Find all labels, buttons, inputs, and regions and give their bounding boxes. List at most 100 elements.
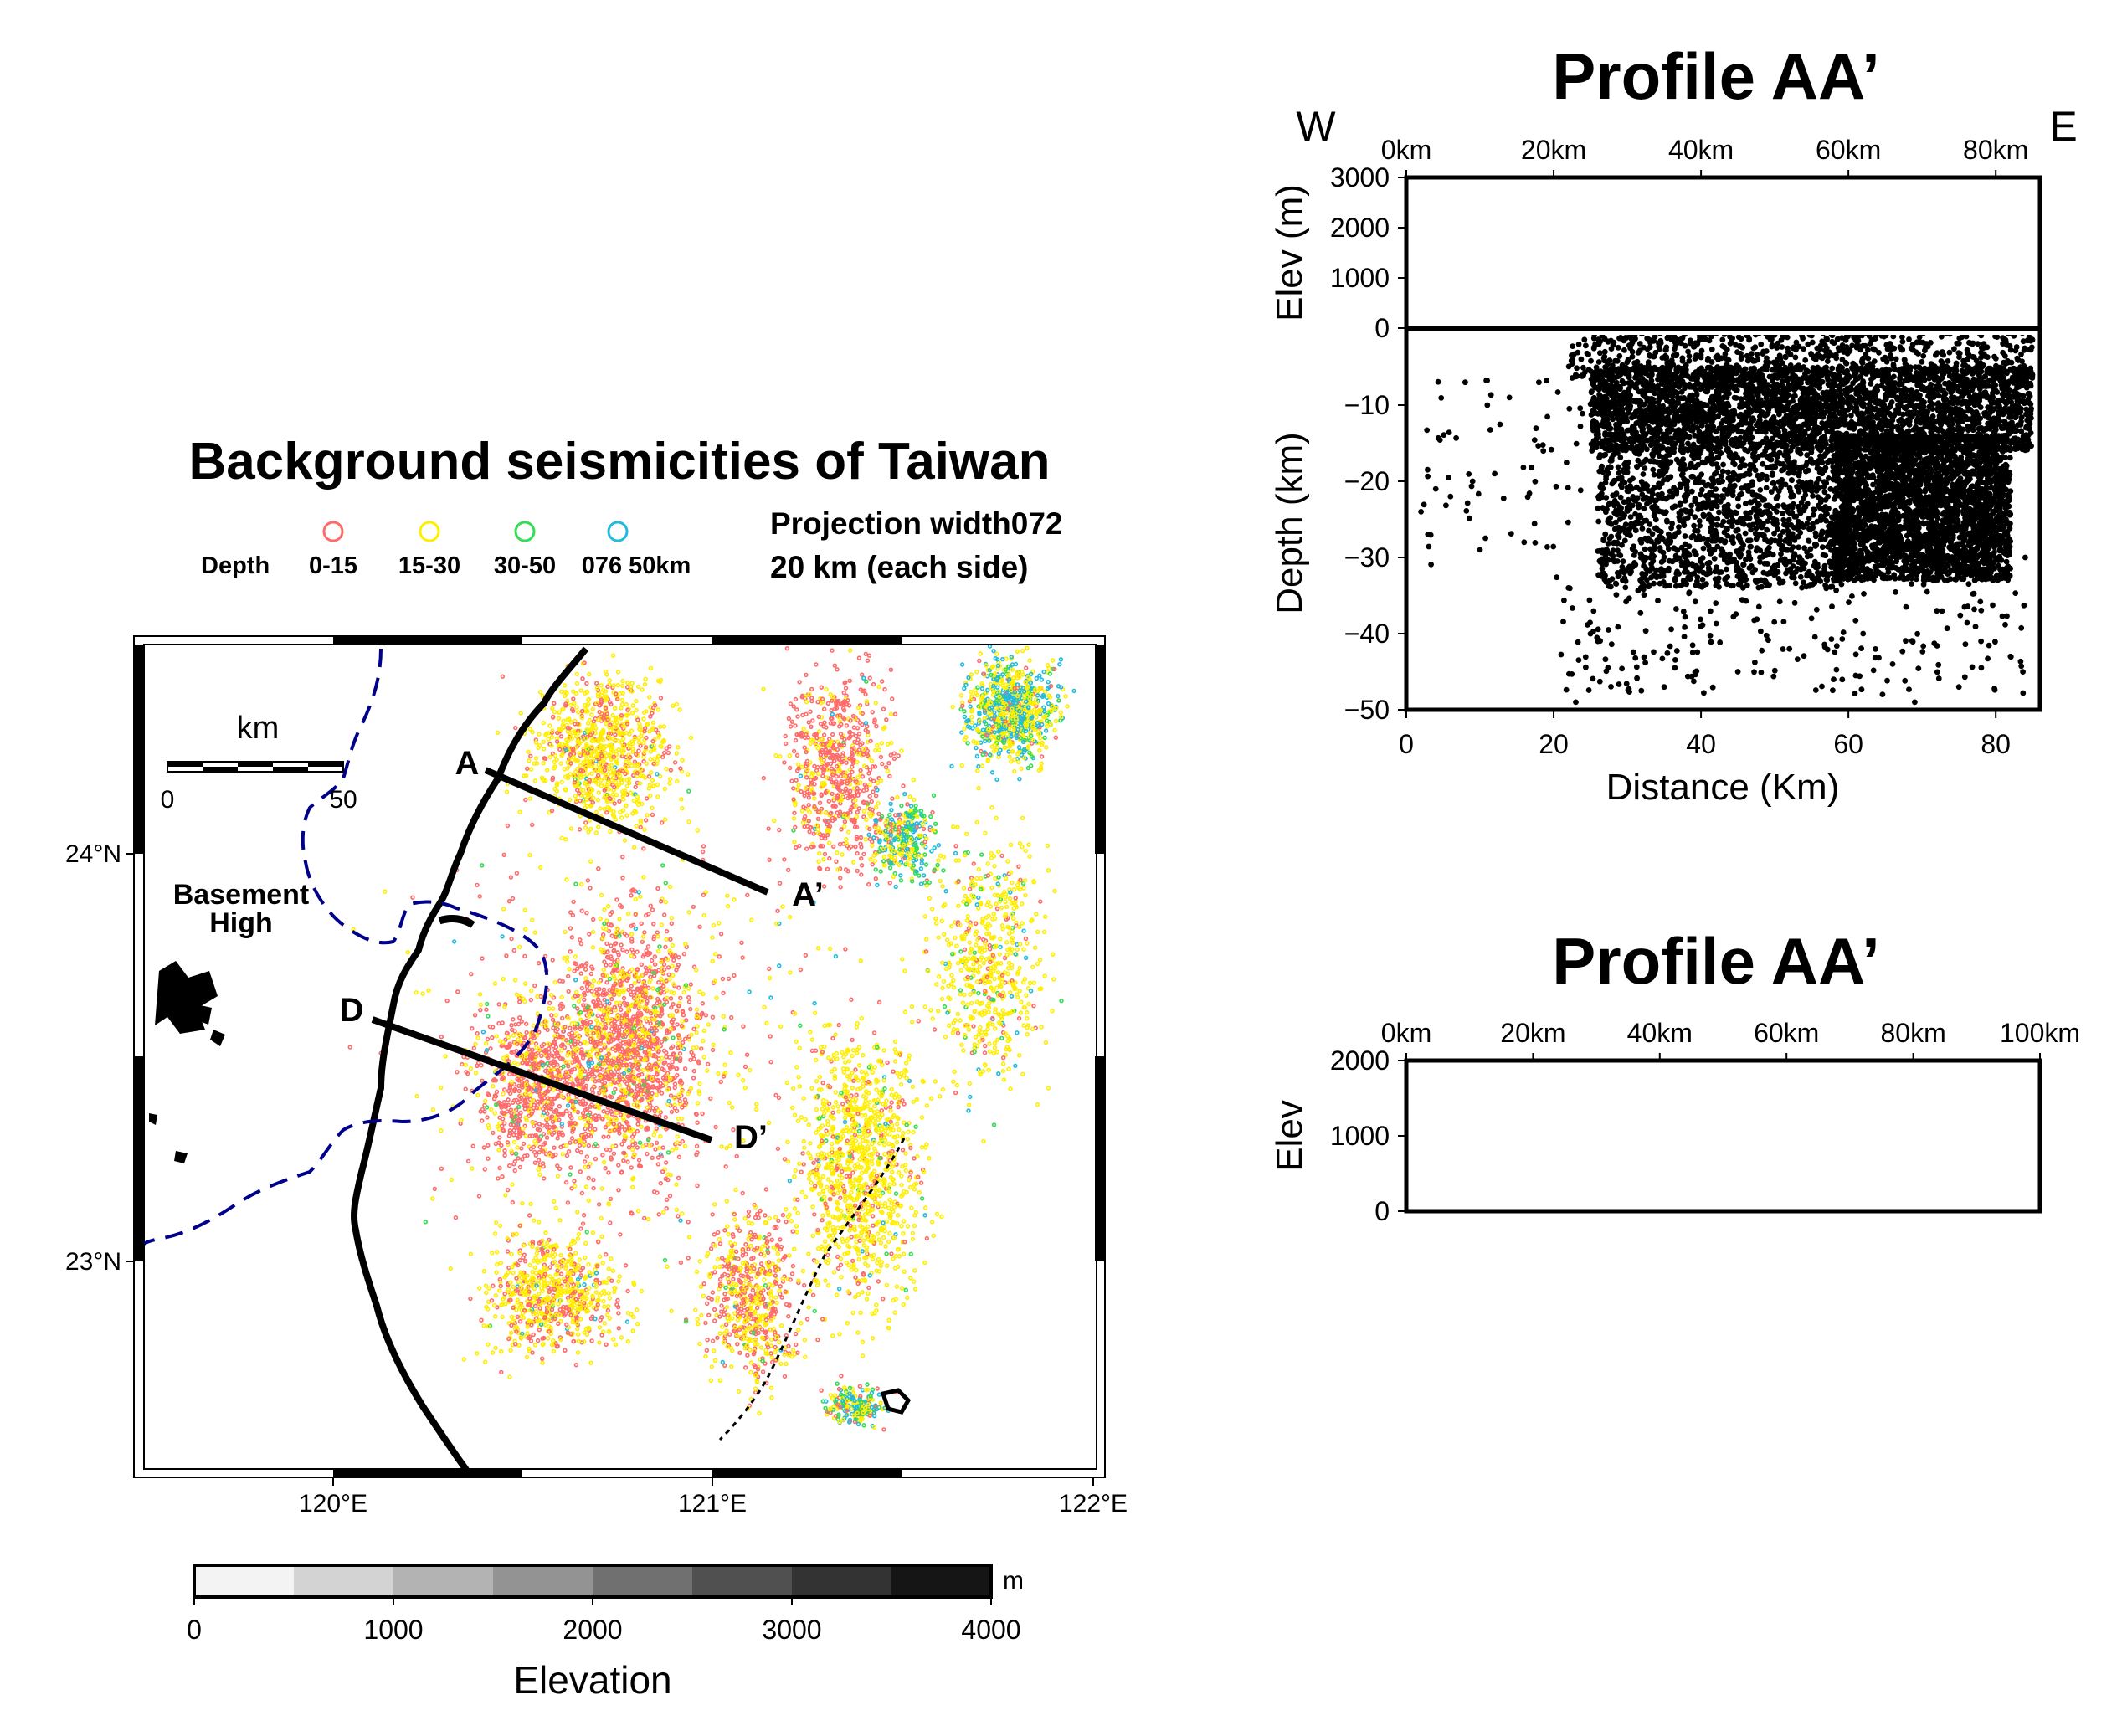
quake-point — [570, 912, 576, 918]
quake-point — [602, 997, 607, 1003]
quake-point — [664, 1127, 669, 1132]
quake-point — [691, 1056, 696, 1061]
quake-point — [601, 967, 606, 973]
quake-point — [665, 965, 671, 970]
quake-point — [721, 990, 726, 996]
quake-point — [661, 1048, 667, 1054]
quake-point — [661, 967, 667, 973]
quake-point — [604, 941, 609, 947]
quake-point — [701, 1028, 707, 1034]
quake-point — [651, 1017, 657, 1022]
quake-point — [672, 1081, 678, 1086]
legend-circle-0-15 — [322, 521, 344, 542]
quake-point — [581, 1142, 587, 1148]
quake-point — [604, 963, 609, 968]
quake-point — [600, 1035, 606, 1040]
quake-point — [650, 1046, 655, 1051]
quake-point — [631, 1036, 636, 1042]
quake-point — [670, 942, 676, 948]
quake-point — [696, 1061, 701, 1066]
quake-point — [631, 1049, 636, 1054]
quake-point — [592, 1084, 597, 1090]
quake-point — [670, 1064, 675, 1070]
quake-point — [644, 948, 649, 953]
quake-point — [569, 935, 575, 940]
quake-point — [649, 958, 655, 963]
quake-point — [635, 1128, 640, 1134]
quake-point — [601, 1009, 606, 1014]
quake-point — [696, 1089, 701, 1094]
quake-point — [659, 1091, 665, 1096]
quake-point — [575, 1006, 580, 1011]
quake-point — [635, 1086, 640, 1091]
quake-point — [572, 961, 578, 966]
quake-point — [624, 1119, 629, 1125]
quake-point — [611, 1037, 616, 1042]
quake-point — [656, 1088, 662, 1094]
quake-point — [663, 1160, 669, 1165]
quake-point — [645, 999, 650, 1004]
quake-point — [645, 985, 651, 990]
quake-point — [648, 1020, 653, 1026]
quake-point — [591, 1177, 596, 1183]
quake-point — [652, 962, 658, 967]
quake-point — [718, 1079, 723, 1085]
quake-point — [601, 1134, 606, 1139]
quake-point — [591, 978, 596, 984]
quake-point — [608, 1196, 614, 1202]
quake-point — [655, 934, 660, 939]
quake-point — [588, 1161, 593, 1167]
quake-point — [669, 1005, 674, 1010]
quake-point — [604, 1032, 609, 1038]
quake-point — [578, 941, 584, 947]
quake-point — [636, 1117, 641, 1122]
quake-point — [650, 986, 655, 991]
quake-point — [566, 1063, 571, 1069]
quake-point — [599, 1186, 604, 1191]
quake-point — [644, 968, 650, 974]
quake-point — [593, 1156, 599, 1162]
quake-point — [686, 999, 692, 1004]
quake-point — [691, 1052, 696, 1058]
quake-point — [655, 930, 660, 935]
quake-point — [677, 1050, 683, 1056]
quake-point — [680, 1040, 686, 1045]
quake-point — [624, 1012, 629, 1018]
quake-point — [601, 1159, 607, 1165]
quake-point — [565, 1200, 571, 1205]
quake-point — [582, 1159, 588, 1164]
quake-point — [604, 918, 609, 923]
quake-point — [675, 1134, 680, 1139]
quake-point — [653, 1147, 658, 1152]
quake-point — [695, 1120, 700, 1125]
quake-point — [557, 1166, 563, 1172]
quake-point — [613, 981, 618, 987]
quake-point — [622, 1150, 627, 1156]
quake-point — [705, 1061, 711, 1067]
quake-point — [676, 1175, 681, 1181]
quake-point — [664, 978, 669, 984]
quake-point — [585, 1032, 590, 1037]
quake-point — [542, 953, 548, 959]
quake-point — [661, 1061, 666, 1066]
quake-point — [572, 1004, 577, 1009]
quake-point — [699, 1046, 704, 1051]
quake-point — [631, 1079, 637, 1085]
quake-point — [562, 1045, 568, 1050]
quake-point — [596, 865, 601, 871]
quake-point — [659, 976, 664, 982]
projection-text-1: Projection width072 — [770, 506, 1063, 541]
quake-point — [629, 967, 635, 973]
quake-point — [672, 1096, 677, 1101]
quake-point — [677, 1055, 683, 1061]
quake-point — [710, 1014, 716, 1020]
quake-point — [624, 1001, 629, 1007]
quake-point — [681, 951, 687, 957]
quake-point — [663, 899, 668, 905]
quake-point — [575, 966, 580, 971]
quake-point — [676, 1040, 681, 1046]
quake-point — [585, 878, 591, 883]
quake-point — [652, 954, 658, 959]
quake-point — [649, 1028, 655, 1034]
